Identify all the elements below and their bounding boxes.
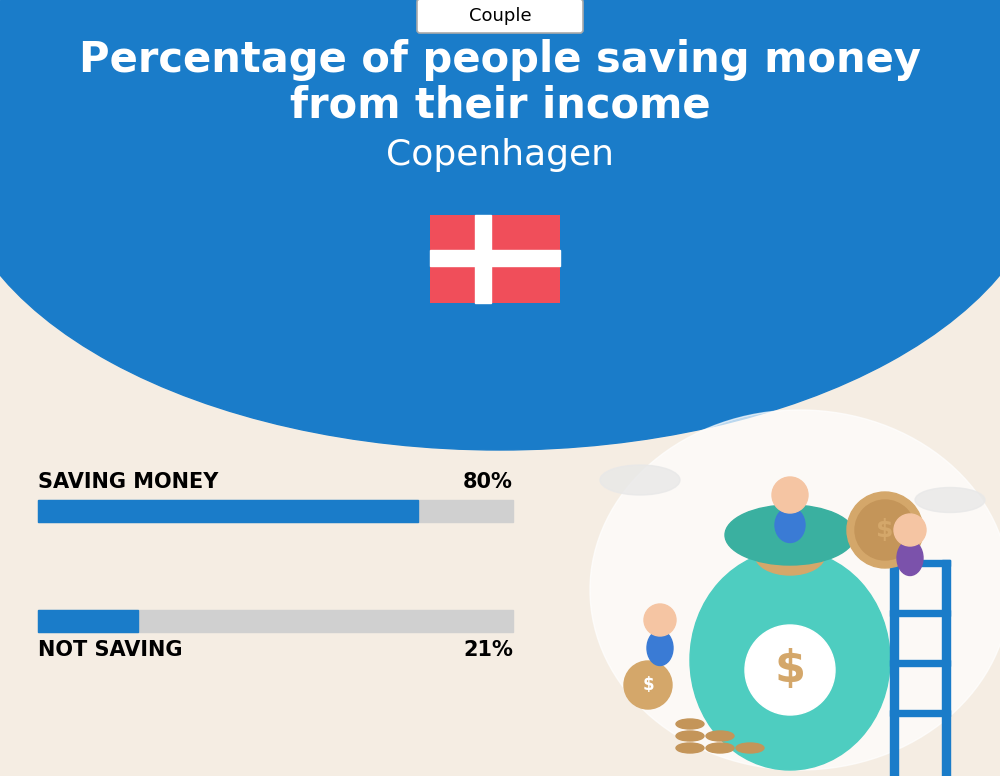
Ellipse shape xyxy=(755,535,825,575)
Ellipse shape xyxy=(676,731,704,741)
Bar xyxy=(38,500,418,522)
Bar xyxy=(0,0,1000,150)
Text: $: $ xyxy=(642,676,654,694)
Ellipse shape xyxy=(736,743,764,753)
Circle shape xyxy=(855,500,915,560)
Text: Percentage of people saving money: Percentage of people saving money xyxy=(79,39,921,81)
Bar xyxy=(890,560,950,566)
Ellipse shape xyxy=(706,743,734,753)
Circle shape xyxy=(644,604,676,636)
Bar xyxy=(430,215,560,303)
Bar xyxy=(430,250,560,266)
Ellipse shape xyxy=(590,410,1000,770)
Circle shape xyxy=(772,477,808,513)
Ellipse shape xyxy=(775,508,805,542)
Bar xyxy=(38,610,513,632)
Text: NOT SAVING: NOT SAVING xyxy=(38,640,182,660)
Text: $: $ xyxy=(774,649,806,691)
Ellipse shape xyxy=(725,505,855,565)
Ellipse shape xyxy=(915,487,985,512)
FancyBboxPatch shape xyxy=(417,0,583,33)
Ellipse shape xyxy=(706,731,734,741)
Ellipse shape xyxy=(676,719,704,729)
Text: from their income: from their income xyxy=(290,84,710,126)
Text: 80%: 80% xyxy=(463,472,513,492)
Text: 21%: 21% xyxy=(463,640,513,660)
Circle shape xyxy=(745,625,835,715)
Circle shape xyxy=(847,492,923,568)
Text: Copenhagen: Copenhagen xyxy=(386,138,614,172)
Ellipse shape xyxy=(690,550,890,770)
Ellipse shape xyxy=(600,465,680,495)
Text: SAVING MONEY: SAVING MONEY xyxy=(38,472,218,492)
Bar xyxy=(890,710,950,716)
Ellipse shape xyxy=(676,743,704,753)
Ellipse shape xyxy=(897,541,923,576)
Text: $: $ xyxy=(876,518,894,542)
Circle shape xyxy=(894,514,926,546)
Bar xyxy=(942,560,950,776)
Bar xyxy=(890,560,898,776)
Bar xyxy=(475,215,491,303)
Bar xyxy=(890,660,950,666)
Ellipse shape xyxy=(0,0,1000,450)
Text: Couple: Couple xyxy=(469,7,531,25)
Circle shape xyxy=(624,661,672,709)
Bar xyxy=(38,610,138,632)
Ellipse shape xyxy=(647,630,673,666)
Bar xyxy=(890,610,950,616)
Bar xyxy=(38,500,513,522)
